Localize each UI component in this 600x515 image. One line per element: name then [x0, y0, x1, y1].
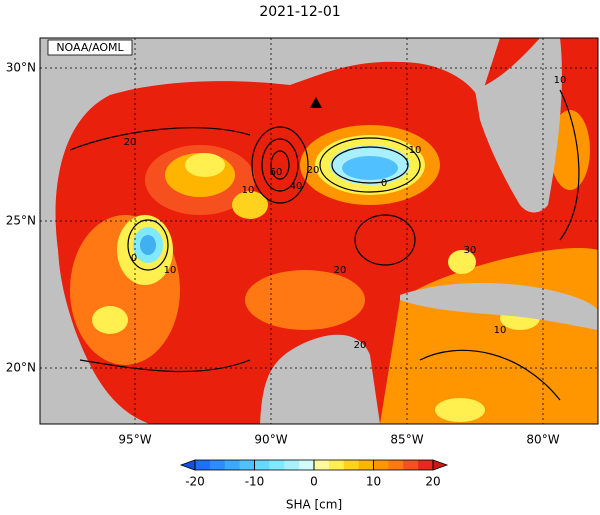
- contour-label: 20: [307, 165, 320, 176]
- contour-label: 60: [270, 167, 283, 178]
- map: NOAA/AOML: [39, 37, 599, 425]
- station-marker: [310, 97, 322, 108]
- lon-label: 95°W: [118, 433, 151, 447]
- contours: [69, 89, 580, 401]
- florida: [475, 38, 562, 213]
- contour-label: 20: [334, 265, 347, 276]
- lat-label: 30°N: [6, 61, 36, 75]
- contour-label: 10: [242, 185, 255, 196]
- colorbar-bin: [224, 460, 241, 470]
- contour-label: 20: [124, 137, 137, 148]
- contour-label: 0: [131, 253, 137, 264]
- cuba: [400, 283, 598, 330]
- contour-label: 10: [494, 325, 507, 336]
- contour-label: 10: [409, 145, 422, 156]
- contour-label: 20: [354, 340, 367, 351]
- lon-label: 80°W: [526, 433, 559, 447]
- colorbar-tick-label: 10: [366, 475, 381, 489]
- credit-box: [47, 39, 133, 56]
- contour-label: 10: [164, 265, 177, 276]
- colorbar-bin: [209, 460, 226, 470]
- colorbar-bin: [299, 460, 315, 470]
- colorbar-bin: [418, 460, 434, 470]
- colorbar-arrow: [179, 459, 196, 471]
- axes: 30°N 25°N 20°N 95°W 90°W 85°W 80°W 20 10 60 40 20 10…: [6, 61, 567, 447]
- frame: [39, 37, 599, 425]
- yucatan: [260, 334, 380, 424]
- credit: NOAA/AOML: [56, 41, 124, 54]
- contour-label: 30: [464, 245, 477, 256]
- colorbar-label: SHA [cm]: [286, 498, 342, 512]
- contour-label: 10: [554, 75, 567, 86]
- colorbar-bin: [358, 460, 374, 470]
- graticule: [40, 38, 598, 424]
- colorbar: -20 -10 0 10 20 SHA [cm]: [179, 459, 449, 512]
- colorbar-bin: [314, 460, 330, 470]
- colorbar-bin: [195, 460, 211, 470]
- colorbar-bin: [254, 460, 270, 470]
- colorbar-bin: [239, 460, 255, 470]
- colorbar-tick-label: 0: [310, 475, 318, 489]
- contour-label: 0: [381, 178, 387, 189]
- colorbar-bin: [388, 460, 404, 470]
- colorbar-bin: [343, 460, 360, 470]
- colorbar-arrow: [432, 459, 449, 471]
- lon-label: 85°W: [390, 433, 423, 447]
- colorbar-bin: [403, 460, 419, 470]
- colorbar-tick-label: -20: [185, 475, 205, 489]
- colorbar-bin: [328, 460, 345, 470]
- title: 2021-12-01: [259, 4, 340, 20]
- colorbar-bin: [373, 460, 389, 470]
- contour-label: 40: [290, 181, 303, 192]
- colorbar-bin: [269, 460, 285, 470]
- lat-label: 20°N: [6, 361, 36, 375]
- colorbar-bin: [284, 460, 300, 470]
- colorbar-tick-label: -10: [245, 475, 265, 489]
- lat-label: 25°N: [6, 214, 36, 228]
- colorbar-tick-label: 20: [425, 475, 440, 489]
- lon-label: 90°W: [254, 433, 287, 447]
